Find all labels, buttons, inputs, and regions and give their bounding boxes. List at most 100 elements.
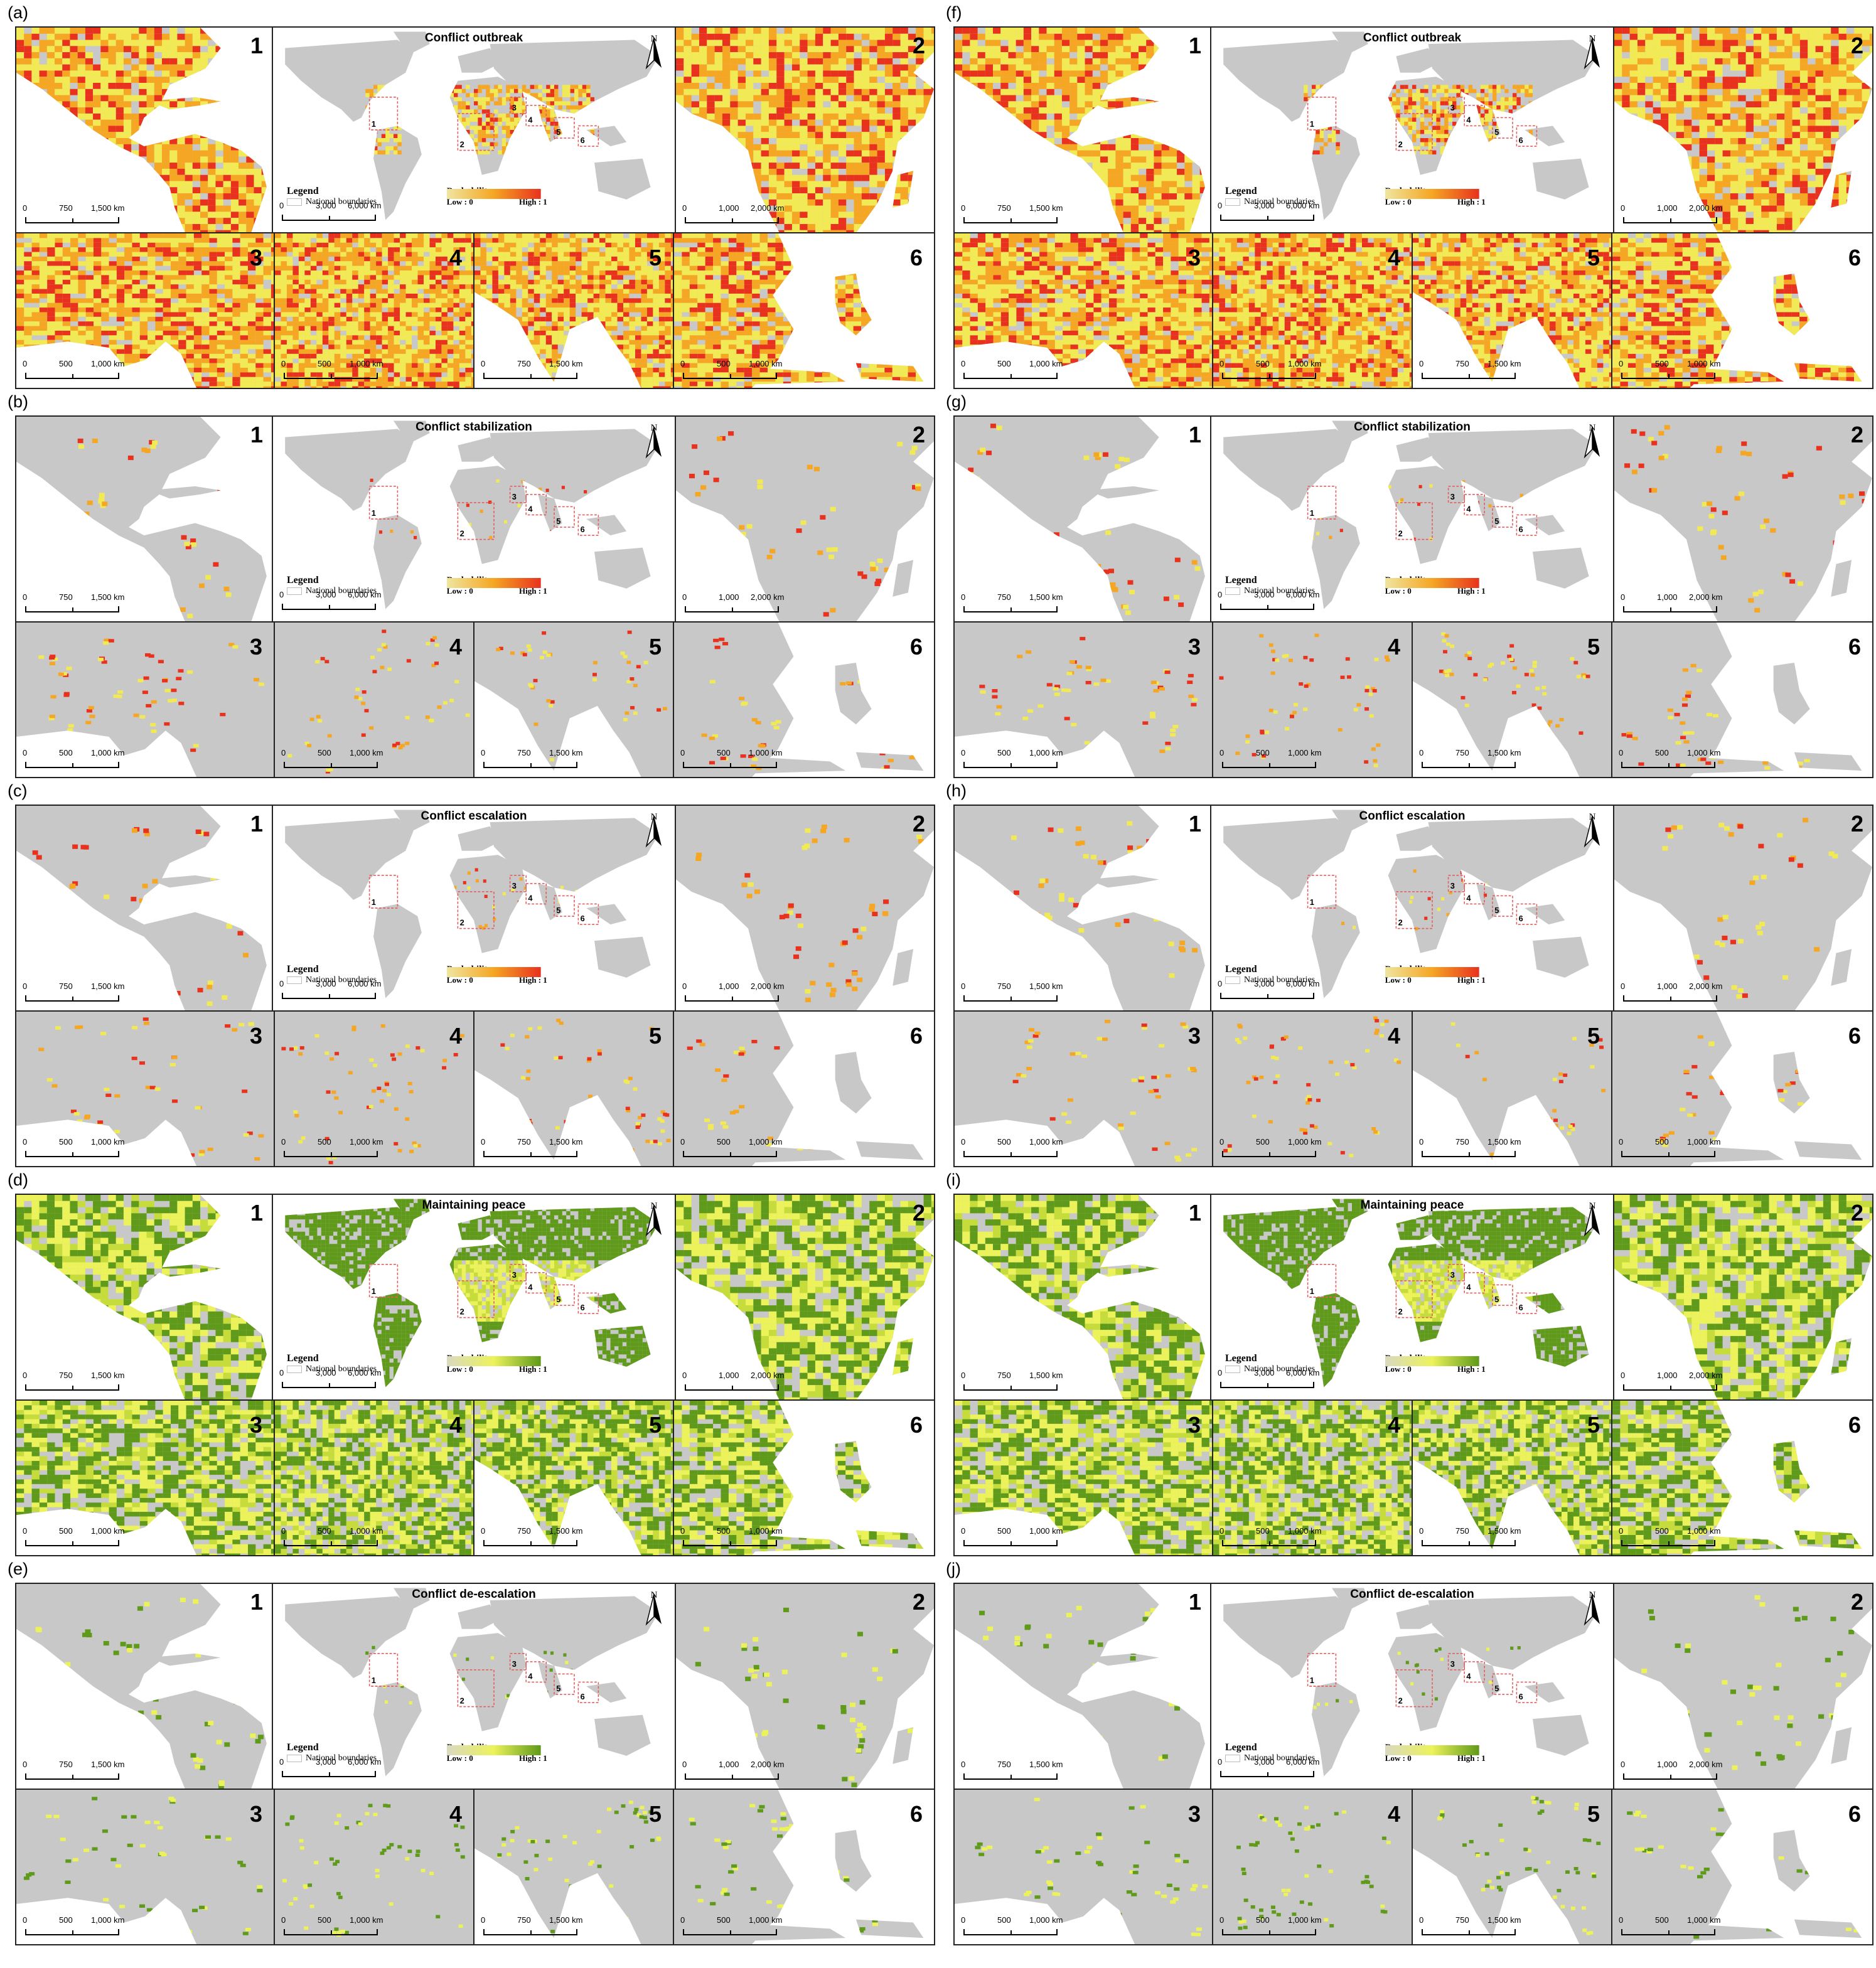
inset-2-map: [1614, 28, 1872, 232]
region-box-5: [1492, 506, 1513, 528]
legend: Legend National boundaries: [287, 1353, 377, 1374]
inset-2-cell: 2 0 1,000 2,000 km: [675, 806, 934, 1010]
scale-mid: 750: [517, 359, 531, 368]
region-box-2: [1395, 502, 1433, 540]
inset-3-cell: 3 0 500 1,000 km: [16, 1401, 274, 1555]
scale-bar: 0 750 1,500 km: [23, 1371, 124, 1391]
land-mass: [1087, 486, 1159, 499]
inset-4-cell: 4 0 500 1,000 km: [274, 233, 473, 388]
inset-5-cell: 5 0 750 1,500 km: [473, 623, 673, 777]
inset-1-cell: 1 0 750 1,500 km: [16, 28, 272, 232]
inset-5-cell: 5 0 750 1,500 km: [1412, 1012, 1611, 1166]
land-mass: [275, 623, 473, 777]
inset-5-map: [1413, 233, 1611, 388]
scale-bar: 0 500 1,000 km: [680, 1526, 782, 1546]
world-map: 1 2 3 4 5 6: [285, 1199, 659, 1388]
inset-number: 2: [1851, 811, 1863, 837]
land-mass: [594, 1714, 651, 1756]
inset-6-cell: 6 0 500 1,000 km: [673, 1012, 934, 1166]
legend-title: Legend: [287, 1353, 377, 1364]
scale-zero: 0: [1219, 1915, 1224, 1925]
region-box-6: [1516, 1681, 1538, 1703]
land-mass: [1614, 806, 1872, 1010]
map-title: Conflict outbreak: [1211, 31, 1613, 45]
land-mass: [1614, 417, 1872, 621]
inset-number: 5: [1587, 1412, 1600, 1438]
scale-bar: 0 500 1,000 km: [680, 1137, 782, 1157]
bottom-row: 3 0 500 1,000 km 4 0 500 1,000 km 5 0 750 1,500 km 6…: [953, 1789, 1873, 1945]
inset-3-map: [16, 233, 274, 388]
probability-raster: [955, 1401, 1212, 1555]
scale-end: 6,000 km: [348, 979, 381, 988]
land-mass: [676, 806, 934, 1010]
inset-2-map: [1614, 806, 1872, 1010]
scale-end: 1,500 km: [1029, 1371, 1063, 1380]
north-arrow: N: [1583, 423, 1602, 461]
inset-number: 6: [910, 634, 923, 660]
inset-3-map: [16, 1401, 274, 1555]
inset-number: 2: [913, 811, 925, 837]
high-label: High : 1: [1457, 1364, 1486, 1374]
high-label: High : 1: [519, 975, 547, 985]
scale-bar: 0 500 1,000 km: [961, 359, 1063, 379]
region-box-number: 1: [372, 508, 376, 518]
scale-bar: 0 500 1,000 km: [1619, 359, 1720, 379]
scale-bar: 0 3,000 6,000 km: [279, 1368, 381, 1388]
land-mass: [586, 1682, 627, 1703]
scale-bar: 0 500 1,000 km: [23, 748, 124, 768]
land-mass: [16, 417, 267, 621]
scale-mid: 750: [59, 981, 73, 991]
scale-mid: 750: [1455, 1915, 1469, 1925]
scale-zero: 0: [23, 1915, 27, 1925]
scale-zero: 0: [23, 203, 27, 213]
scale-zero: 0: [281, 748, 286, 757]
scale-zero: 0: [1218, 979, 1222, 988]
land-mass: [1213, 1012, 1412, 1166]
scale-mid: 500: [717, 1915, 731, 1925]
land-mass: [1831, 1727, 1852, 1764]
scale-end: 1,500 km: [549, 748, 582, 757]
scale-end: 2,000 km: [1689, 1371, 1722, 1380]
scale-end: 6,000 km: [1286, 1757, 1319, 1767]
land-mass: [1312, 904, 1360, 998]
inset-number: 4: [1388, 1023, 1400, 1049]
panel-letter: (b): [8, 389, 28, 414]
land-mass: [1831, 949, 1852, 986]
scale-end: 1,500 km: [549, 1137, 582, 1147]
land-mass: [1476, 1661, 1501, 1699]
inset-3-map: [16, 623, 274, 777]
inset-5-cell: 5 0 750 1,500 km: [473, 1790, 673, 1944]
land-mass: [458, 48, 498, 73]
probability-raster: [967, 636, 1198, 776]
scale-end: 2,000 km: [751, 592, 784, 602]
inset-number: 1: [1189, 33, 1201, 59]
region-box-2: [457, 502, 495, 540]
region-box-number: 4: [528, 115, 533, 124]
scale-mid: 3,000: [316, 201, 336, 210]
land-mass: [1525, 126, 1565, 147]
land-mass: [1087, 875, 1159, 888]
scale-end: 1,000 km: [1288, 1137, 1321, 1147]
scale-bar: 0 500 1,000 km: [1619, 1526, 1720, 1546]
scale-bar: 0 750 1,500 km: [23, 203, 124, 223]
region-box-4: [525, 105, 547, 127]
inset-6-map: [674, 1401, 934, 1555]
inset-2-map: [676, 417, 934, 621]
boundary-swatch: [287, 976, 302, 984]
region-box-number: 6: [1519, 1692, 1523, 1701]
inset-1-cell: 1 0 750 1,500 km: [955, 417, 1210, 621]
inset-5-cell: 5 0 750 1,500 km: [1412, 233, 1611, 388]
boundary-swatch: [287, 587, 302, 595]
region-box-6: [577, 903, 599, 925]
scale-end: 2,000 km: [751, 1371, 784, 1380]
land-mass: [1332, 31, 1368, 53]
scale-zero: 0: [961, 359, 965, 368]
region-box-4: [1464, 105, 1485, 127]
region-box-number: 2: [1398, 918, 1403, 928]
inset-2-cell: 2 0 1,000 2,000 km: [1613, 28, 1872, 232]
land-mass: [474, 1012, 673, 1166]
